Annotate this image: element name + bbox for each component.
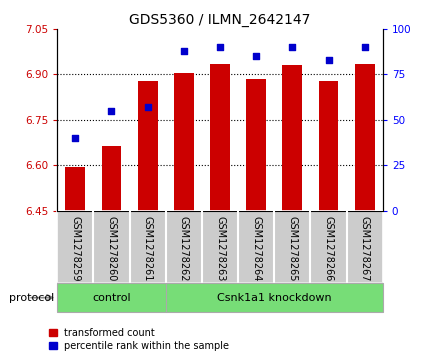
Point (253, 53, 260, 59)
Bar (319, 81, 338, 211)
Bar (246, 79, 266, 211)
Bar (57, 211, 93, 283)
Text: GSM1278264: GSM1278264 (251, 216, 261, 282)
Bar (102, 146, 121, 211)
Bar (210, 64, 230, 211)
Text: GSM1278262: GSM1278262 (179, 216, 189, 282)
Bar (347, 211, 383, 283)
Point (325, 57, 332, 63)
Text: GSM1278263: GSM1278263 (215, 216, 225, 282)
Point (72, 135, 79, 141)
Point (361, 44, 368, 50)
Bar (355, 64, 375, 211)
Bar (174, 73, 194, 211)
Text: GSM1278259: GSM1278259 (70, 216, 80, 282)
Point (289, 44, 296, 50)
Legend: transformed count, percentile rank within the sample: transformed count, percentile rank withi… (49, 328, 229, 351)
Bar (93, 211, 129, 283)
Bar (311, 211, 347, 283)
Text: GSM1278267: GSM1278267 (360, 216, 370, 282)
Point (216, 44, 224, 50)
Bar (282, 65, 302, 211)
Point (108, 108, 115, 114)
Bar (66, 167, 85, 211)
Bar (202, 211, 238, 283)
Bar (57, 283, 166, 312)
Text: protocol: protocol (9, 293, 54, 303)
Point (180, 48, 187, 54)
Bar (138, 81, 158, 211)
Bar (238, 211, 274, 283)
Text: Csnk1a1 knockdown: Csnk1a1 knockdown (217, 293, 332, 303)
Bar (274, 211, 311, 283)
Bar (166, 211, 202, 283)
Bar (129, 211, 166, 283)
Point (144, 104, 151, 110)
Text: GSM1278266: GSM1278266 (323, 216, 334, 282)
Text: control: control (92, 293, 131, 303)
Text: GSM1278260: GSM1278260 (106, 216, 117, 282)
Text: GSM1278261: GSM1278261 (143, 216, 153, 282)
Bar (166, 283, 383, 312)
Title: GDS5360 / ILMN_2642147: GDS5360 / ILMN_2642147 (129, 13, 311, 26)
Text: GSM1278265: GSM1278265 (287, 216, 297, 282)
